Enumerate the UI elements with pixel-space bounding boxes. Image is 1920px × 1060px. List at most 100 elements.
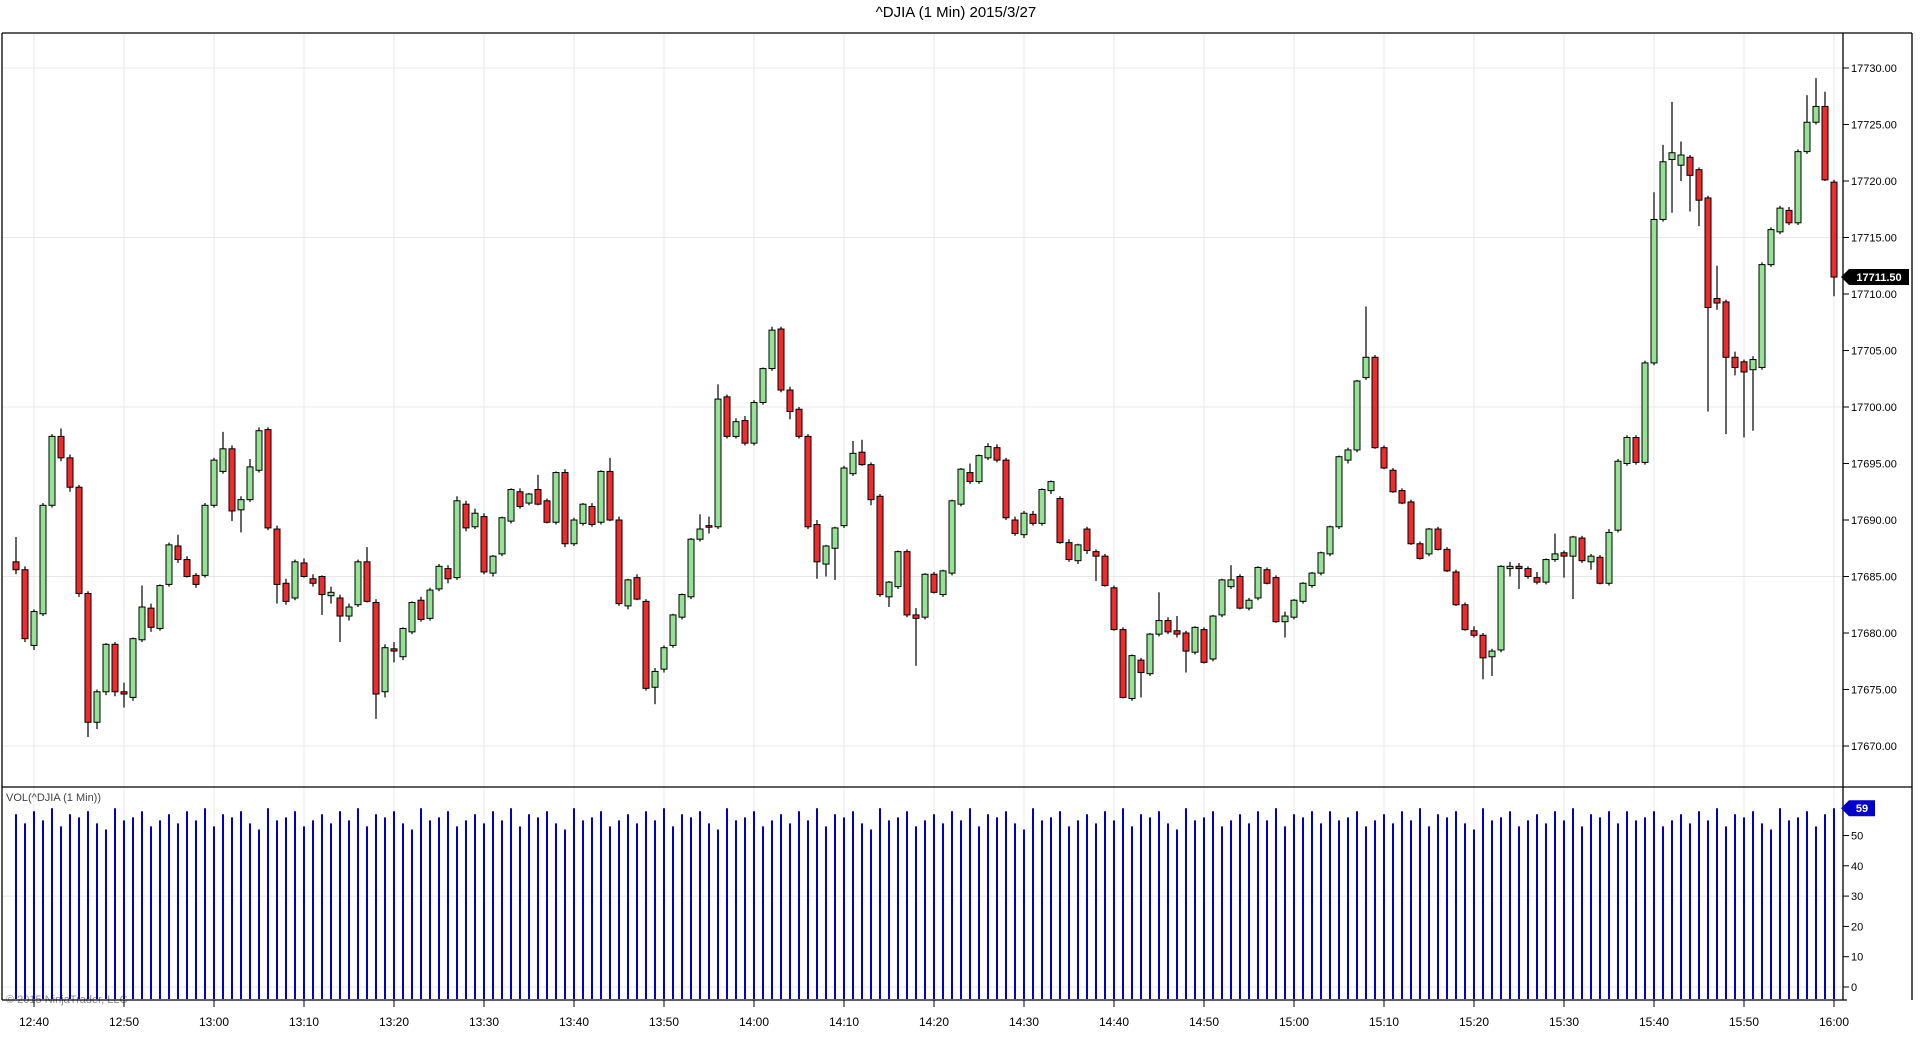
candle-down	[615, 519, 623, 605]
candle-down	[228, 448, 236, 512]
price-axis[interactable]: 17730.00 17725.00 17720.00 17715.00 17710.00…	[1843, 63, 1897, 753]
price-axis-label: 17725.00	[1851, 120, 1897, 132]
candle-up	[1506, 565, 1514, 570]
candle-up	[984, 446, 992, 459]
candle-down	[1164, 620, 1172, 633]
candle-down	[12, 561, 20, 571]
candle-up	[219, 448, 227, 472]
volume-axis-label: 0	[1851, 982, 1857, 994]
candle-up	[1587, 555, 1595, 563]
volume-badge: 59	[1841, 800, 1875, 817]
candle-up	[471, 512, 479, 528]
candle-down	[120, 691, 128, 695]
candle-down	[1407, 501, 1415, 545]
time-axis-label: 13:00	[199, 1015, 229, 1029]
candle-down	[1011, 519, 1019, 535]
candlesticks[interactable]	[12, 78, 1838, 737]
candle-up	[426, 589, 434, 619]
candle-up	[1335, 456, 1343, 528]
candle-up	[156, 585, 164, 629]
volume-bars[interactable]	[15, 808, 1835, 999]
candle-up	[1569, 536, 1577, 557]
candle-down	[876, 495, 884, 596]
volume-axis-label: 40	[1851, 861, 1863, 873]
candle-down	[561, 472, 569, 545]
candle-up	[1281, 615, 1289, 623]
candle-down	[1596, 556, 1604, 584]
candle-down	[444, 568, 452, 580]
candle-down	[1632, 437, 1640, 463]
candle-up	[660, 647, 668, 670]
volume-axis-label: 30	[1851, 891, 1863, 903]
candle-up	[129, 638, 137, 698]
candle-down	[1785, 209, 1793, 224]
candle-up	[1353, 380, 1361, 451]
candle-up	[165, 544, 173, 585]
candle-down	[1443, 548, 1451, 572]
candle-down	[1416, 543, 1424, 559]
candle-down	[1092, 551, 1100, 557]
candle-down	[723, 396, 731, 437]
time-axis-label: 14:10	[829, 1015, 859, 1029]
candle-up	[255, 430, 263, 471]
candle-up	[885, 581, 893, 598]
candle-down	[480, 516, 488, 573]
candle-down	[633, 577, 641, 600]
candle-down	[1722, 301, 1730, 358]
candle-down	[363, 561, 371, 602]
candle-down	[75, 486, 83, 594]
candle-down	[111, 643, 119, 693]
candle-down	[1119, 629, 1127, 698]
price-axis-label: 17670.00	[1851, 741, 1897, 753]
volume-axis[interactable]: 50 40 30 20 10 0	[1843, 831, 1863, 995]
candle-up	[1128, 655, 1136, 700]
candle-up	[948, 500, 956, 574]
candle-up	[246, 466, 254, 501]
candle-up	[1038, 488, 1046, 524]
price-axis-label: 17690.00	[1851, 515, 1897, 527]
candle-down	[417, 599, 425, 620]
candle-down	[705, 525, 713, 528]
candle-down	[174, 545, 182, 561]
candle-down	[912, 614, 920, 619]
candle-down	[813, 524, 821, 563]
time-axis-label: 14:30	[1009, 1015, 1039, 1029]
price-axis-label: 17685.00	[1851, 572, 1897, 584]
candle-down	[588, 505, 596, 526]
candle-up	[759, 368, 767, 403]
volume-axis-label: 50	[1851, 831, 1863, 843]
candle-down	[1731, 356, 1739, 368]
candle-up	[1605, 531, 1613, 584]
candle-up	[939, 570, 947, 596]
candle-down	[867, 464, 875, 501]
candle-up	[1227, 579, 1235, 588]
candle-up	[849, 452, 857, 475]
candle-up	[1812, 105, 1820, 123]
candle-up	[597, 470, 605, 523]
candle-down	[1065, 542, 1073, 561]
candle-down	[1137, 659, 1145, 674]
price-axis-label: 17700.00	[1851, 402, 1897, 414]
time-axis-label: 13:20	[379, 1015, 409, 1029]
candle-up	[822, 545, 830, 565]
time-axis[interactable]: 12:40 12:50 13:00 13:10 13:20 13:30 13:40 13:50…	[19, 1000, 1849, 1029]
time-axis-label: 15:50	[1729, 1015, 1759, 1029]
time-axis-label: 13:10	[289, 1015, 319, 1029]
candle-down	[1686, 156, 1694, 176]
candle-down	[1056, 498, 1064, 544]
panel-borders	[1, 32, 1913, 1001]
price-axis-label: 17680.00	[1851, 628, 1897, 640]
candle-up	[1659, 161, 1667, 220]
candle-down	[336, 597, 344, 617]
candle-up	[408, 601, 416, 633]
candle-up	[696, 528, 704, 540]
candle-down	[1083, 528, 1091, 552]
candle-down	[1470, 630, 1478, 636]
candle-down	[84, 592, 92, 723]
candle-down	[1200, 629, 1208, 663]
candle-up	[1650, 218, 1658, 364]
candle-down	[372, 601, 380, 695]
candle-down	[300, 562, 308, 578]
